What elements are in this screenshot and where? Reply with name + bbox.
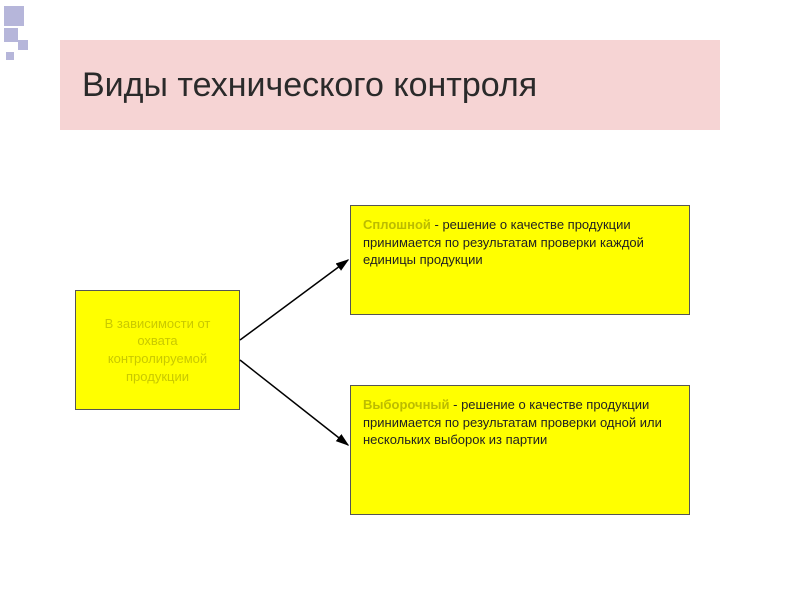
deco-square	[4, 6, 24, 26]
slide-title: Виды технического контроля	[82, 66, 537, 105]
deco-square	[18, 40, 28, 50]
node-bottom-keyword: Выборочный	[363, 397, 450, 412]
edge-source-to-bottom	[240, 360, 348, 445]
slide-title-block: Виды технического контроля	[60, 40, 720, 130]
deco-square	[4, 28, 18, 42]
edge-source-to-top	[240, 260, 348, 340]
node-top: Сплошной - решение о качестве продукции …	[350, 205, 690, 315]
node-top-keyword: Сплошной	[363, 217, 431, 232]
deco-square	[6, 52, 14, 60]
node-source: В зависимости от охвата контролируемой п…	[75, 290, 240, 410]
node-source-text: В зависимости от охвата контролируемой п…	[88, 315, 227, 385]
node-bottom: Выборочный - решение о качестве продукци…	[350, 385, 690, 515]
sidebar-decoration	[0, 0, 32, 600]
